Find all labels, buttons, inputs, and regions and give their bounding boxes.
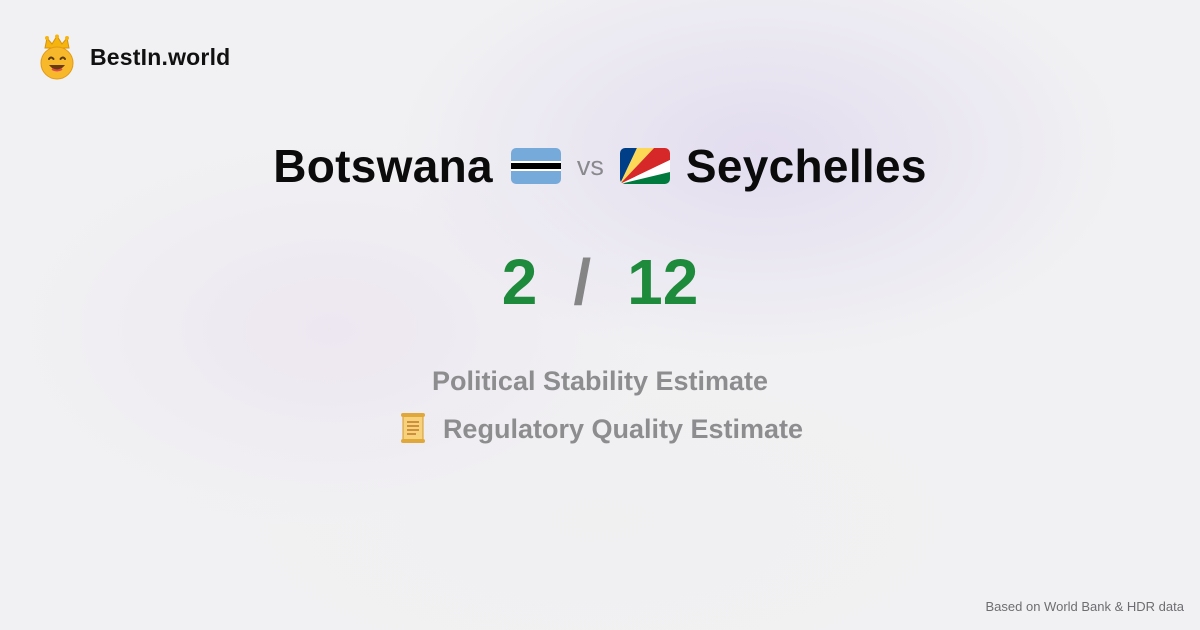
brand[interactable]: BestIn.world <box>38 34 230 80</box>
seychelles-flag-icon <box>619 148 670 184</box>
secondary-metric-label: Regulatory Quality Estimate <box>442 413 804 444</box>
score-row: 2 / 12 <box>0 244 1200 320</box>
right-score: 12 <box>627 246 699 318</box>
vs-label: vs <box>576 150 604 181</box>
crowned-smiley-icon <box>40 34 74 80</box>
secondary-metric: Regulatory Quality Estimate <box>0 412 1200 446</box>
left-score: 2 <box>501 246 538 318</box>
botswana-flag-icon <box>510 148 561 184</box>
brand-name: BestIn.world <box>90 43 231 70</box>
score-separator: / <box>573 246 592 318</box>
right-country-name: Seychelles <box>685 140 927 192</box>
left-country-name: Botswana <box>273 140 493 192</box>
primary-metric: Political Stability Estimate <box>431 366 769 396</box>
comparison-title: Botswana vs Seychelles <box>0 136 1200 196</box>
scroll-icon <box>400 413 425 443</box>
data-source-note: Based on World Bank & HDR data <box>985 599 1184 614</box>
